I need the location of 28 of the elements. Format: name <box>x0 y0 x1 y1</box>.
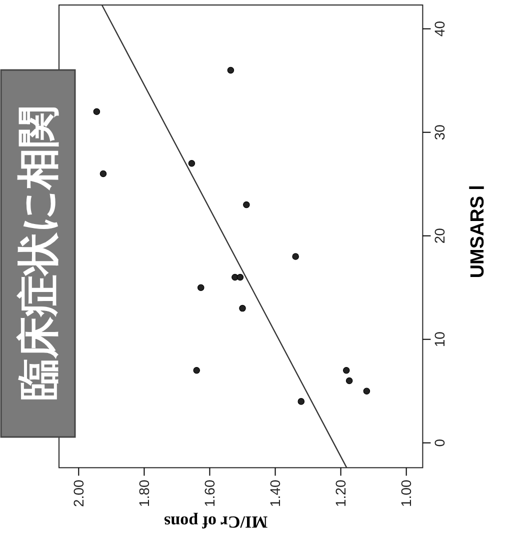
x-tick-label: 2.00 <box>70 479 87 507</box>
y-tick-label: 40 <box>432 20 448 37</box>
x-tick-label: 1.00 <box>398 479 414 507</box>
x-tick-label: 1.20 <box>332 479 349 507</box>
point <box>363 388 370 394</box>
x-axis-title: MI/Cr of pons <box>164 512 268 532</box>
y-axis-title: UMSARS Ⅰ <box>468 184 488 278</box>
point <box>342 367 350 374</box>
x-tick-label: 1.60 <box>202 479 218 507</box>
point <box>227 66 234 74</box>
annotation: 臨床症状に相関 <box>14 106 62 400</box>
point <box>188 160 196 167</box>
point <box>197 284 204 291</box>
point <box>236 274 244 281</box>
point <box>346 377 353 384</box>
point <box>100 170 107 178</box>
point <box>243 201 250 208</box>
point <box>93 108 100 115</box>
x-tick-label: 1.80 <box>136 479 152 507</box>
x-tick-label: 1.40 <box>267 479 284 507</box>
y-tick-label: 30 <box>432 124 448 140</box>
point <box>239 304 246 312</box>
point <box>298 398 305 405</box>
y-tick-label: 10 <box>432 331 448 348</box>
y-tick-label: 20 <box>432 228 448 244</box>
point <box>292 253 299 260</box>
point <box>193 367 200 374</box>
y-tick-label: 0 <box>432 438 448 447</box>
